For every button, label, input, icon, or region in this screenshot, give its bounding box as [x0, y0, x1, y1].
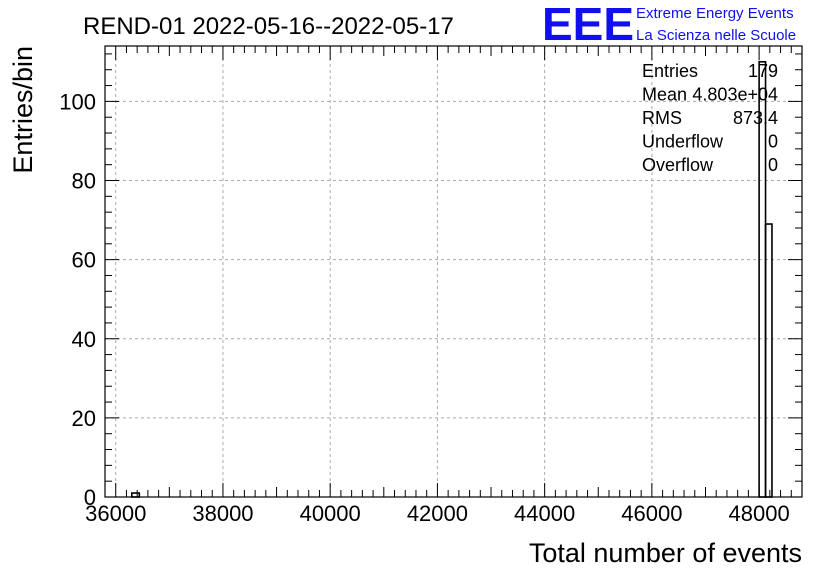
eee-logo-line1: Extreme Energy Events — [636, 5, 794, 22]
axis-tick-labels: 36000 38000 40000 42000 44000 46000 48000 0 20 40… — [59, 89, 789, 526]
y-tick-label: 60 — [72, 248, 96, 273]
stats-value: 4.803e+04 — [692, 85, 778, 105]
stats-value: 0 — [768, 132, 778, 152]
y-tick-label: 0 — [84, 485, 96, 510]
y-tick-label: 40 — [72, 327, 96, 352]
y-tick-label: 100 — [59, 89, 96, 114]
x-tick-label: 36000 — [85, 501, 146, 526]
stats-box: Entries 179 Mean 4.803e+04 RMS 873.4 Underflow… — [642, 61, 778, 175]
chart-title: REND-01 2022-05-16--2022-05-17 — [83, 13, 454, 40]
x-axis-label: Total number of events — [529, 538, 802, 568]
stats-label: Underflow — [642, 132, 724, 152]
eee-logo-mark: EEE — [542, 0, 634, 50]
stats-label: Mean — [642, 85, 687, 105]
x-tick-label: 38000 — [192, 501, 253, 526]
x-tick-label: 42000 — [407, 501, 468, 526]
axis-ticks — [104, 46, 803, 498]
x-tick-label: 44000 — [514, 501, 575, 526]
y-axis-label: Entries/bin — [8, 46, 38, 174]
x-tick-label: 48000 — [729, 501, 790, 526]
stats-value: 179 — [748, 61, 778, 81]
x-tick-label: 40000 — [300, 501, 361, 526]
stats-label: Entries — [642, 61, 698, 81]
stats-label: Overflow — [642, 155, 714, 175]
stats-value: 873.4 — [733, 108, 778, 128]
eee-logo-line2: La Scienza nelle Scuole — [636, 27, 796, 44]
grid-lines — [105, 46, 802, 498]
stats-value: 0 — [768, 155, 778, 175]
histogram-bin — [764, 223, 773, 498]
plot-frame — [104, 45, 803, 498]
eee-logo: EEE Extreme Energy Events La Scienza nel… — [542, 0, 796, 50]
y-tick-label: 20 — [72, 406, 96, 431]
y-tick-label: 80 — [72, 169, 96, 194]
x-tick-label: 46000 — [621, 501, 682, 526]
stats-label: RMS — [642, 108, 682, 128]
